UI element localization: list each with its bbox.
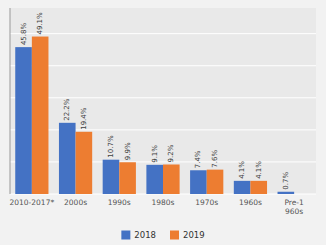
data-label: 9.2% [167,144,175,162]
data-label: 9.9% [124,142,132,160]
data-label: 7.4% [194,150,202,168]
bar [15,47,32,194]
y-axis-line [10,8,11,194]
data-label: 19.4% [80,107,88,130]
bar [119,162,136,194]
data-label: 0.7% [282,172,290,190]
x-tick-label: 1990s [108,198,131,207]
data-label: 4.1% [255,161,263,179]
data-labels: 45.8% 22.2% 10.7% 9.1% 7.4% 4.1% 0.7% 49.1% 19.4… [20,12,290,190]
x-tick-label: 1960s [239,198,262,207]
legend-label: 2018 [134,230,156,240]
bar [207,170,224,194]
bar [250,181,267,194]
data-label: 4.1% [238,161,246,179]
grid-line [10,65,316,66]
x-tick-label: 2000s [64,198,87,207]
chart: 45.8% 22.2% 10.7% 9.1% 7.4% 4.1% 0.7% 49.1% 19.4… [0,0,326,245]
data-label: 10.7% [107,135,115,158]
bar [234,181,251,194]
data-label: 45.8% [20,23,28,46]
grid-line [10,97,316,98]
bar [76,132,93,194]
legend-label: 2019 [183,230,205,240]
bar [190,170,207,194]
grid-line [10,161,316,162]
data-label: 22.2% [63,98,71,121]
bars [15,37,294,194]
bar [32,37,49,194]
bar [163,164,180,194]
grid-line [10,129,316,130]
x-tick-label: 1980s [152,198,175,207]
legend-swatch [170,231,179,240]
legend-swatch [121,231,130,240]
data-label: 7.6% [211,149,219,167]
x-tick-label: Pre-1960s [284,198,304,216]
bar [278,192,295,194]
bar [103,160,120,194]
bar [146,165,163,194]
legend: 2018 2019 [121,230,204,240]
bar [294,194,311,195]
grid-line [10,33,316,34]
x-tick-label: 1970s [195,198,218,207]
data-label: 9.1% [151,145,159,163]
data-label: 49.1% [36,12,44,35]
bar [59,123,76,194]
plot-area [10,8,316,194]
x-tick-label: 2010-2017* [10,198,55,207]
